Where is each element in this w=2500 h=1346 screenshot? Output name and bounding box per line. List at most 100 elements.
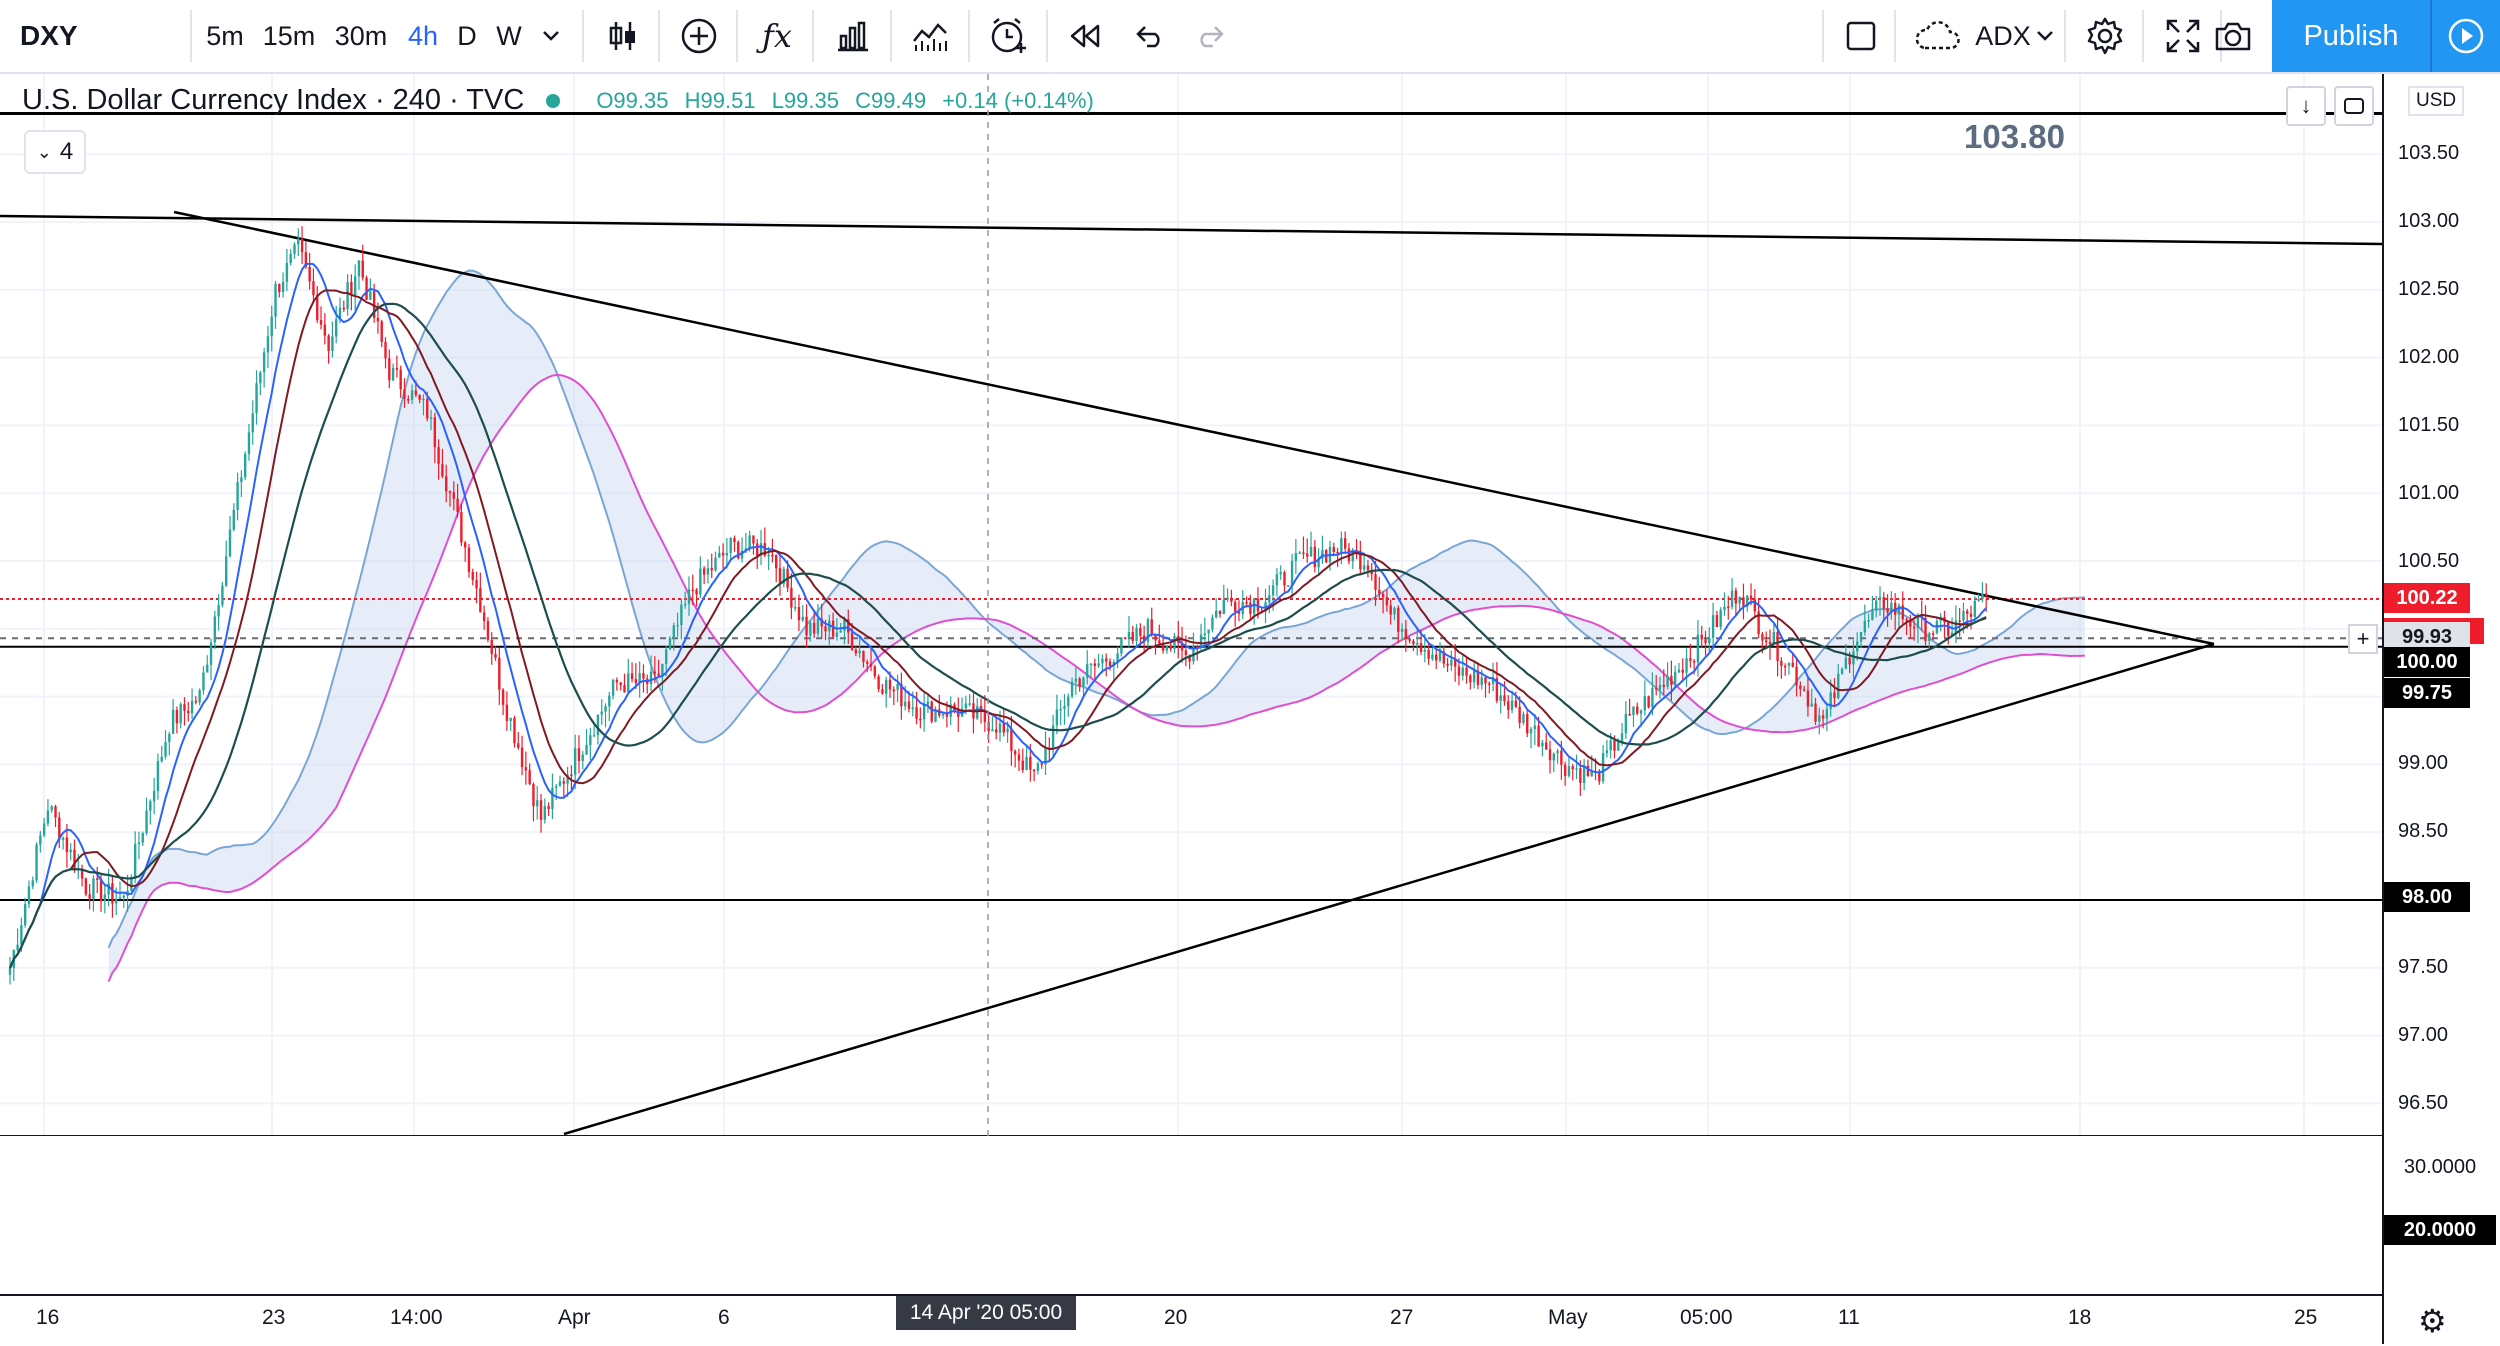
- level-label-98[interactable]: 98.00: [2384, 882, 2470, 912]
- candle-body: [1165, 645, 1169, 651]
- candle-body: [1871, 610, 1874, 620]
- price-scale[interactable]: [2382, 74, 2500, 1344]
- level-label-9975[interactable]: 99.75: [2384, 678, 2470, 708]
- moving-average-lines: [8, 262, 1987, 969]
- publish-button[interactable]: Publish: [2272, 0, 2430, 72]
- price-chart-canvas[interactable]: [0, 74, 2382, 1136]
- candle-body: [130, 878, 133, 891]
- interval-w-button[interactable]: W: [496, 20, 522, 51]
- symbol-search-button[interactable]: DXY: [20, 20, 78, 51]
- alert-clock-icon[interactable]: [974, 0, 1044, 72]
- interval-30m-button[interactable]: 30m: [334, 20, 388, 51]
- candle-body: [1040, 763, 1043, 765]
- candle-body: [388, 358, 391, 381]
- interval-4h-button[interactable]: 4h: [407, 20, 439, 51]
- candle-body: [1499, 695, 1502, 701]
- candle-body: [1032, 769, 1036, 772]
- cloud-save-icon[interactable]: [1902, 0, 1972, 72]
- candle-body: [957, 710, 960, 717]
- chart-grid: [0, 74, 2382, 1136]
- candle-body: [338, 307, 342, 320]
- studies-toggle-button[interactable]: ⌄ 4: [24, 130, 86, 174]
- candle-body: [1590, 771, 1593, 777]
- ohlc-high: H99.51: [684, 87, 756, 113]
- candle-body: [1977, 598, 1980, 601]
- camera-snapshot-icon[interactable]: [2198, 0, 2268, 72]
- price-tick: 103.50: [2398, 142, 2460, 164]
- chevron-down-icon[interactable]: [530, 0, 572, 72]
- candle-body: [558, 781, 562, 787]
- indicator-name-label[interactable]: ADX: [1975, 20, 2031, 51]
- candle-body: [1856, 641, 1859, 652]
- candle-body: [998, 723, 1002, 733]
- candle-body: [1472, 670, 1476, 683]
- candle-body: [653, 671, 657, 674]
- candle-body: [1628, 713, 1631, 716]
- candle-body: [1268, 595, 1271, 603]
- compare-add-icon[interactable]: [664, 0, 734, 72]
- interval-5m-button[interactable]: 5m: [206, 20, 244, 51]
- undo-icon[interactable]: [1120, 0, 1180, 72]
- candle-body: [1609, 740, 1612, 751]
- gear-icon[interactable]: ⚙: [2418, 1303, 2447, 1339]
- candle-body: [714, 557, 717, 571]
- candle-body: [1419, 643, 1423, 652]
- candle-body: [1139, 628, 1142, 636]
- candle-body: [1044, 747, 1047, 765]
- candle-body: [1283, 572, 1286, 586]
- candle-body: [589, 735, 592, 745]
- candle-body: [407, 399, 410, 401]
- trendline-descending: [173, 210, 2215, 646]
- indicators-fx-icon[interactable]: ƒx: [762, 17, 792, 55]
- candle-body: [1931, 633, 1935, 635]
- legend-title[interactable]: U.S. Dollar Currency Index · 240 · TVC: [22, 84, 525, 116]
- candle-body: [885, 679, 888, 694]
- candle-body: [1753, 599, 1757, 612]
- fullscreen-icon[interactable]: [2148, 0, 2218, 72]
- candle-body: [623, 684, 626, 693]
- candles-chart-type-icon[interactable]: [590, 0, 656, 72]
- redo-icon[interactable]: [1180, 0, 1240, 72]
- interval-d-button[interactable]: D: [457, 20, 477, 51]
- candle-body: [930, 701, 933, 722]
- candle-body: [145, 810, 148, 834]
- candle-body: [1696, 634, 1700, 663]
- candle-body: [240, 477, 243, 483]
- gear-icon[interactable]: [2070, 0, 2140, 72]
- alert-price-label[interactable]: 100.22: [2384, 583, 2470, 613]
- play-icon[interactable]: [2430, 0, 2500, 72]
- candle-body: [361, 260, 364, 278]
- candle-body: [304, 252, 308, 267]
- price-tick: 98.50: [2398, 820, 2449, 842]
- candle-body: [991, 729, 994, 732]
- candle-body: [744, 548, 748, 551]
- adx-level-label[interactable]: 20.0000: [2384, 1215, 2496, 1245]
- candle-body: [1381, 594, 1385, 598]
- chevron-down-icon[interactable]: [2024, 0, 2066, 72]
- candle-body: [763, 543, 767, 556]
- level-label-100[interactable]: 100.00: [2384, 647, 2470, 677]
- price-tick: 99.00: [2398, 752, 2449, 774]
- replay-rewind-icon[interactable]: [1052, 0, 1118, 72]
- candle-body: [1537, 725, 1540, 747]
- candle-body: [1522, 714, 1525, 723]
- layout-square-icon[interactable]: [1830, 0, 1892, 72]
- candle-body: [1746, 595, 1749, 607]
- arrow-down-icon[interactable]: ↓: [2286, 86, 2326, 126]
- financials-bars-icon[interactable]: [818, 0, 888, 72]
- currency-unit-label[interactable]: USD: [2408, 86, 2465, 116]
- interval-15m-button[interactable]: 15m: [262, 20, 316, 51]
- time-tick: 11: [1838, 1306, 1860, 1329]
- candle-body: [820, 618, 823, 627]
- candle-body: [536, 800, 539, 807]
- candle-body: [441, 463, 444, 477]
- maximize-pane-icon[interactable]: [2334, 86, 2374, 126]
- chart-pane[interactable]: [0, 74, 2382, 1136]
- add-plus-icon[interactable]: +: [2348, 624, 2378, 654]
- candle-body: [1875, 600, 1878, 611]
- candle-body: [869, 663, 873, 667]
- candle-body: [118, 897, 122, 900]
- time-axis[interactable]: [0, 1294, 2382, 1346]
- toolbar-separator: [658, 10, 660, 62]
- templates-chart-icon[interactable]: [896, 0, 966, 72]
